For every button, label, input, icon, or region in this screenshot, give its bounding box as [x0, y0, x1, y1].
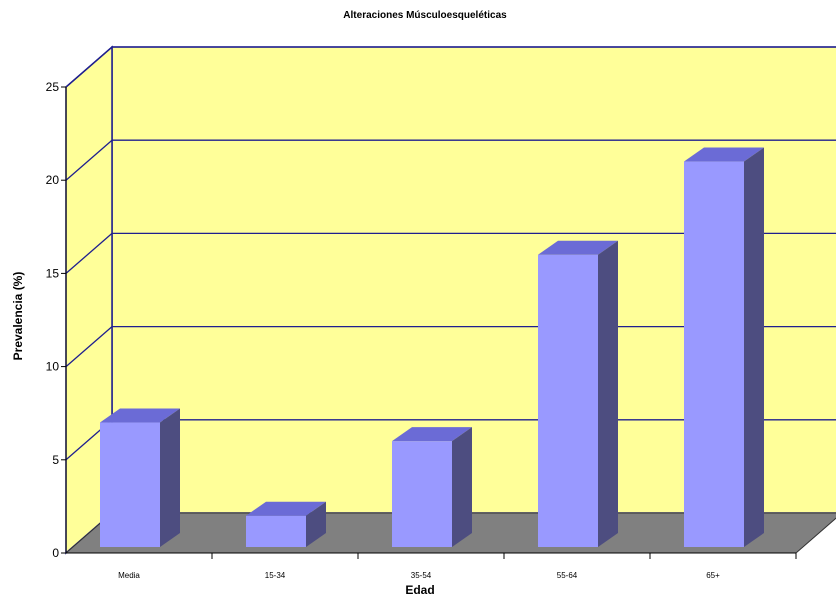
x-tick-label: Media — [118, 571, 140, 580]
bar-55-64 — [538, 240, 618, 547]
y-axis-title: Prevalencia (%) — [11, 272, 25, 361]
bar-65+ — [684, 147, 764, 547]
x-tick-label: 15-34 — [265, 571, 286, 580]
y-tick-label: 5 — [52, 453, 59, 467]
bar-side — [452, 427, 472, 547]
x-tick-label: 55-64 — [557, 571, 578, 580]
x-axis-title: Edad — [405, 583, 434, 597]
bar-top — [246, 501, 326, 516]
bar-top — [100, 408, 180, 423]
bars — [100, 147, 764, 547]
gridline-side — [65, 326, 113, 368]
bar-top — [392, 427, 472, 442]
gridline-side — [65, 232, 113, 274]
y-tick-label: 10 — [46, 360, 60, 374]
bar-top — [538, 240, 618, 255]
bar-15-34 — [246, 501, 326, 547]
bar-top — [684, 147, 764, 162]
y-tick-label: 15 — [46, 266, 60, 280]
y-tick-label: 20 — [46, 173, 60, 187]
gridline-side — [65, 139, 113, 181]
bar-side — [744, 147, 764, 547]
bar-side — [598, 240, 618, 547]
x-tick-label: 35-54 — [411, 571, 432, 580]
bar-front — [246, 515, 306, 547]
y-tick-labels: 0 5 10 15 20 25 — [46, 80, 66, 560]
bar-side — [160, 408, 180, 547]
bar-front — [684, 161, 744, 547]
x-tick-label: 65+ — [706, 571, 720, 580]
bar-Media — [100, 408, 180, 547]
bar-front — [100, 422, 160, 547]
bar-35-54 — [392, 427, 472, 547]
y-tick-label: 0 — [52, 546, 59, 560]
bar-front — [538, 254, 598, 547]
chart-title: Alteraciones Músculoesqueléticas — [343, 10, 507, 21]
y-tick-label: 25 — [46, 80, 60, 94]
x-tick-labels: Media 15-34 35-54 55-64 65+ — [118, 553, 797, 580]
bar-front — [392, 441, 452, 547]
gridline-side — [65, 46, 113, 88]
bar-side — [306, 501, 326, 547]
